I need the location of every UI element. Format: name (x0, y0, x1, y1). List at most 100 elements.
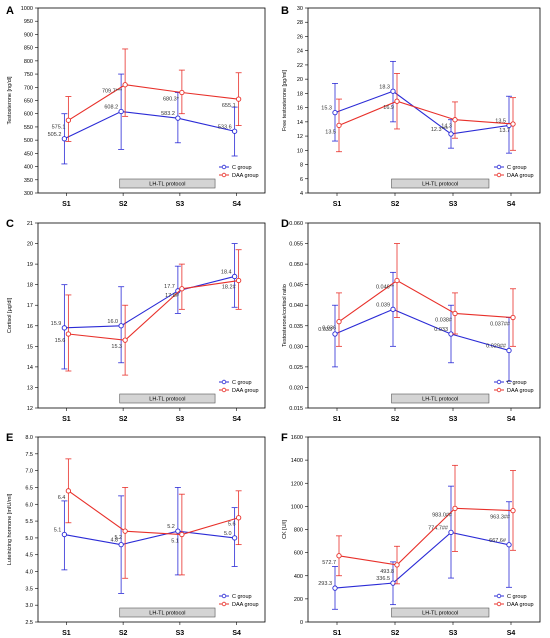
panel-c-series-daa-point (122, 337, 128, 343)
panel-a-series-daa-data-label: 655.1 (222, 103, 236, 109)
panel-e-y-tick-label: 3.0 (25, 603, 33, 609)
panel-f-series-daa-line (338, 507, 514, 566)
panel-a-legend-label: C group (232, 165, 252, 171)
panel-a: A 300 350 400 450 500 550 600 650 700 750 800 850 900… (6, 5, 266, 208)
panel-b-x-tick-label: S1 (333, 201, 342, 208)
panel-d-x-tick-label: S4 (507, 416, 516, 423)
panel-f-protocol-bar (391, 607, 490, 618)
panel-b-series-daa-point (336, 122, 342, 129)
panel-d-series-daa-data-label: 0.046** (376, 285, 395, 291)
panel-c-y-tick-label: 20 (27, 242, 33, 248)
panel-e-protocol-bar (119, 607, 216, 618)
panel-d-legend-marker (496, 387, 502, 393)
panel-e-series-daa-point (179, 531, 185, 538)
panel-d: D 0.015 0.020 0.025 0.030 0.035 0.040 0.045 0.05… (281, 218, 541, 423)
panel-f-protocol-label: LH-TL protocol (422, 611, 458, 617)
panel-b-letter: B (281, 5, 289, 17)
panel-a-y-tick-label: 850 (24, 46, 33, 52)
panel-c: C 12 13 14 15 16 17 18 19 20 21 Cortisol [μg/dl] S1 S… (6, 218, 266, 423)
panel-d-series-c-data-label: 0.029## (486, 343, 507, 349)
panel-f-series-daa-data-label: 572.7 (322, 560, 336, 566)
panel-e-series-daa-point (122, 528, 128, 534)
panel-d-y-tick-label: 0.055 (289, 242, 303, 248)
panel-d-protocol-bar (391, 393, 490, 404)
panel-c-y-tick-label: 15 (27, 344, 33, 350)
panel-a-series-daa-point (122, 82, 128, 88)
panel-a-y-tick-label: 350 (24, 178, 33, 184)
panel-a-y-tick-label: 550 (24, 125, 33, 131)
panel-c-series-c-data-label: 16.0 (107, 319, 118, 325)
panel-e-y-tick-label: 7.5 (25, 452, 33, 458)
panel-f-y-tick-label: 1000 (291, 504, 303, 510)
panel-c-y-tick-label: 16 (27, 324, 33, 330)
panel-f-x-tick-label: S1 (333, 630, 342, 637)
panel-d-series-daa-data-label: 0.036 (322, 326, 336, 332)
panel-b-series-daa-point (452, 117, 458, 123)
panel-e-series-c-data-label: 5.2 (167, 524, 175, 530)
panel-e-x-tick-label: S4 (232, 630, 241, 637)
panel-e: E 2.5 3.0 3.5 4.0 4.5 5.0 5.5 6.0 6.5 7.0 7.5 8.0 Lut… (6, 432, 266, 637)
panel-b-plot-frame (307, 7, 541, 194)
panel-e-legend-marker (221, 593, 227, 599)
panel-a-series-c-data-label: 505.2 (48, 132, 62, 138)
panel-b-y-tick-label: 30 (297, 6, 303, 12)
panel-e-y-tick-label: 6.5 (25, 485, 33, 491)
panel-a-series-c-data-label: 533.6 (218, 124, 232, 130)
panel-b-x-tick-label: S2 (391, 201, 400, 208)
panel-d-y-tick-label: 0.050 (289, 262, 303, 268)
panel-b-y-tick-label: 10 (297, 148, 303, 154)
panel-b-series-c-data-label: 18.3 (379, 84, 390, 90)
panel-d-y-tick-label: 0.045 (289, 283, 303, 289)
panel-b-series-c-data-label: 12.3*** (431, 127, 449, 133)
panel-a-series-daa-point (65, 117, 72, 123)
panel-c-series-daa-data-label: 15.3 (111, 344, 122, 350)
panel-e-plot-frame (37, 436, 266, 623)
panel-f-y-tick-label: 1600 (291, 435, 303, 441)
panel-a-y-tick-label: 400 (24, 165, 33, 171)
panel-a-y-tick-label: 1000 (21, 6, 33, 12)
panel-b-series-c-point (332, 109, 338, 116)
panel-b-series-c-point (390, 88, 396, 94)
panel-c-y-tick-label: 19 (27, 262, 33, 268)
panel-a-series-daa-point (235, 96, 242, 102)
panel-d-x-tick-label: S2 (391, 416, 400, 423)
panel-c-series-daa-point (235, 277, 242, 284)
panel-b-series-daa-data-label: 13.5 (325, 129, 336, 135)
panel-a-letter: A (6, 5, 14, 17)
panel-f-series-c-data-label: 774.7## (428, 525, 449, 531)
panel-a-series-c-point (61, 136, 68, 142)
panel-b-y-tick-label: 22 (297, 63, 303, 69)
panel-b-y-axis-title: Free testosterone [pg/ml] (282, 69, 288, 131)
panel-c-series-c-point (61, 325, 68, 331)
panel-b-legend-label: DAA group (507, 173, 534, 179)
panel-f-series-daa-point (510, 507, 516, 514)
panel-c-series-daa-point (179, 286, 185, 292)
panel-a-y-tick-label: 650 (24, 99, 33, 105)
panel-d-legend-label: C group (507, 380, 527, 386)
panel-f-x-tick-label: S3 (449, 630, 458, 637)
panel-f-series-c-data-label: 667.6# (489, 538, 507, 544)
panel-d-y-axis-title: Testosterone/cortisol ratio (282, 284, 288, 347)
panel-c-series-c-line (64, 275, 235, 329)
panel-f-y-tick-label: 1400 (291, 458, 303, 464)
panel-c-series-c-data-label: 17.7 (164, 284, 175, 290)
panel-c-x-tick-label: S1 (62, 416, 71, 423)
panel-a-protocol-label: LH-TL protocol (149, 182, 185, 188)
panel-a-series-daa-data-label: 680.3* (163, 96, 180, 102)
panel-f-legend-marker (496, 601, 502, 607)
panel-d-y-tick-label: 0.020 (289, 385, 303, 391)
panel-d-plot-frame (307, 222, 541, 409)
panel-e-series-daa-data-label: 6.4 (58, 495, 66, 501)
panel-a-y-tick-label: 700 (24, 85, 33, 91)
panel-e-letter: E (6, 432, 13, 444)
panel-c-letter: C (6, 218, 14, 230)
panel-c-protocol-bar (119, 393, 216, 404)
panel-b-y-tick-label: 12 (297, 134, 303, 140)
panel-f-legend-label: DAA group (507, 602, 534, 608)
panel-c-x-tick-label: S3 (176, 416, 185, 423)
panel-d-series-c-line (334, 308, 510, 351)
panel-e-x-tick-label: S1 (62, 630, 71, 637)
panel-f-series-daa-point (394, 562, 400, 568)
panel-b-legend-marker (496, 164, 502, 170)
panel-b-series-daa-data-label: 13.7 (499, 128, 510, 134)
